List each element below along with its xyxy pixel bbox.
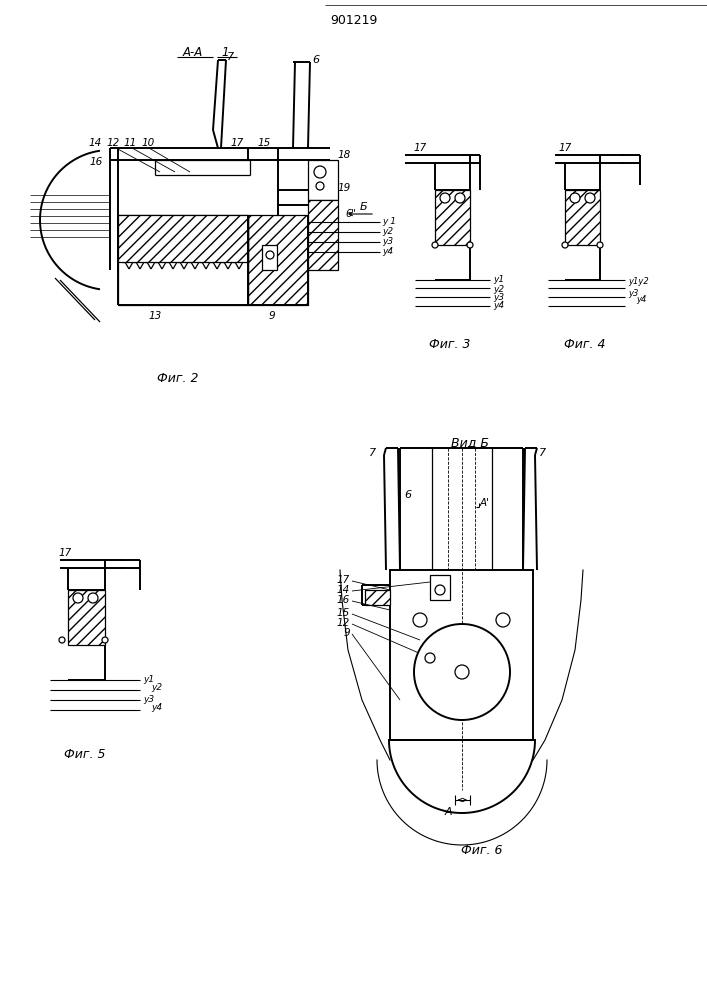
Text: у3: у3 (628, 288, 638, 298)
Text: 12: 12 (106, 138, 119, 148)
Text: 1: 1 (221, 45, 229, 58)
Text: А-А: А-А (183, 45, 203, 58)
Bar (565, 190, 600, 245)
Text: у3: у3 (493, 292, 504, 302)
Circle shape (88, 593, 98, 603)
Text: Фиг. 5: Фиг. 5 (64, 748, 106, 762)
Circle shape (455, 193, 465, 203)
Text: 901219: 901219 (330, 13, 378, 26)
Circle shape (435, 585, 445, 595)
Text: А: А (444, 807, 452, 817)
Circle shape (562, 242, 568, 248)
Text: 6": 6" (345, 209, 356, 219)
Circle shape (496, 613, 510, 627)
Text: 11: 11 (124, 138, 136, 148)
Text: у1у2: у1у2 (628, 276, 649, 286)
Text: 6: 6 (312, 55, 319, 65)
Circle shape (455, 665, 469, 679)
Bar (435, 190, 470, 245)
Text: 15: 15 (257, 138, 271, 148)
Bar (68, 590, 105, 645)
Text: 18: 18 (338, 150, 351, 160)
Text: 19: 19 (338, 183, 351, 193)
Bar (390, 570, 533, 740)
Circle shape (73, 593, 83, 603)
Text: у2: у2 (493, 284, 504, 294)
Text: 17: 17 (230, 138, 244, 148)
Text: у3: у3 (143, 694, 154, 704)
Bar (308, 200, 338, 270)
Bar (248, 215, 308, 305)
Text: 15: 15 (337, 608, 350, 618)
Bar (262, 245, 277, 270)
Text: 14: 14 (88, 138, 102, 148)
Text: Вид Б: Вид Б (451, 436, 489, 450)
Circle shape (413, 613, 427, 627)
Text: 14: 14 (337, 585, 350, 595)
Circle shape (414, 624, 510, 720)
Circle shape (316, 182, 324, 190)
Text: 17: 17 (59, 548, 71, 558)
Text: 12: 12 (337, 618, 350, 628)
Text: Фиг. 4: Фиг. 4 (564, 338, 606, 352)
Text: у4: у4 (636, 296, 646, 304)
Circle shape (59, 637, 65, 643)
Text: 17: 17 (559, 143, 572, 153)
Circle shape (432, 242, 438, 248)
Text: 16: 16 (89, 157, 103, 167)
Circle shape (585, 193, 595, 203)
Text: А': А' (480, 498, 490, 508)
Circle shape (102, 637, 108, 643)
Bar (308, 160, 338, 200)
Bar (118, 215, 248, 305)
Circle shape (597, 242, 603, 248)
Text: у4: у4 (493, 302, 504, 310)
Text: у3: у3 (382, 237, 393, 246)
Text: 9: 9 (269, 311, 275, 321)
Text: 7: 7 (227, 52, 234, 62)
Text: у2: у2 (382, 228, 393, 236)
Bar (118, 215, 248, 262)
Bar (365, 590, 390, 605)
Text: у 1: у 1 (382, 218, 396, 227)
Text: у4: у4 (382, 247, 393, 256)
Circle shape (570, 193, 580, 203)
Text: у1: у1 (143, 676, 154, 684)
Text: 9: 9 (344, 628, 350, 638)
Text: Фиг. 2: Фиг. 2 (157, 371, 199, 384)
Circle shape (314, 166, 326, 178)
Circle shape (440, 193, 450, 203)
Text: 13: 13 (148, 311, 162, 321)
Text: 7: 7 (369, 448, 376, 458)
Text: 7: 7 (539, 448, 546, 458)
Circle shape (467, 242, 473, 248)
Text: у4: у4 (151, 704, 162, 712)
Text: 17: 17 (337, 575, 350, 585)
Text: Фиг. 3: Фиг. 3 (429, 338, 471, 352)
Bar (430, 575, 450, 600)
Circle shape (266, 251, 274, 259)
Text: Б: Б (360, 202, 368, 212)
Text: у1: у1 (493, 275, 504, 284)
Text: у2: у2 (151, 684, 162, 692)
Circle shape (425, 653, 435, 663)
Text: 16: 16 (337, 595, 350, 605)
Text: 17: 17 (414, 143, 426, 153)
Text: 10: 10 (141, 138, 155, 148)
Text: 6: 6 (404, 490, 411, 500)
Text: Фиг. 6: Фиг. 6 (461, 844, 503, 856)
